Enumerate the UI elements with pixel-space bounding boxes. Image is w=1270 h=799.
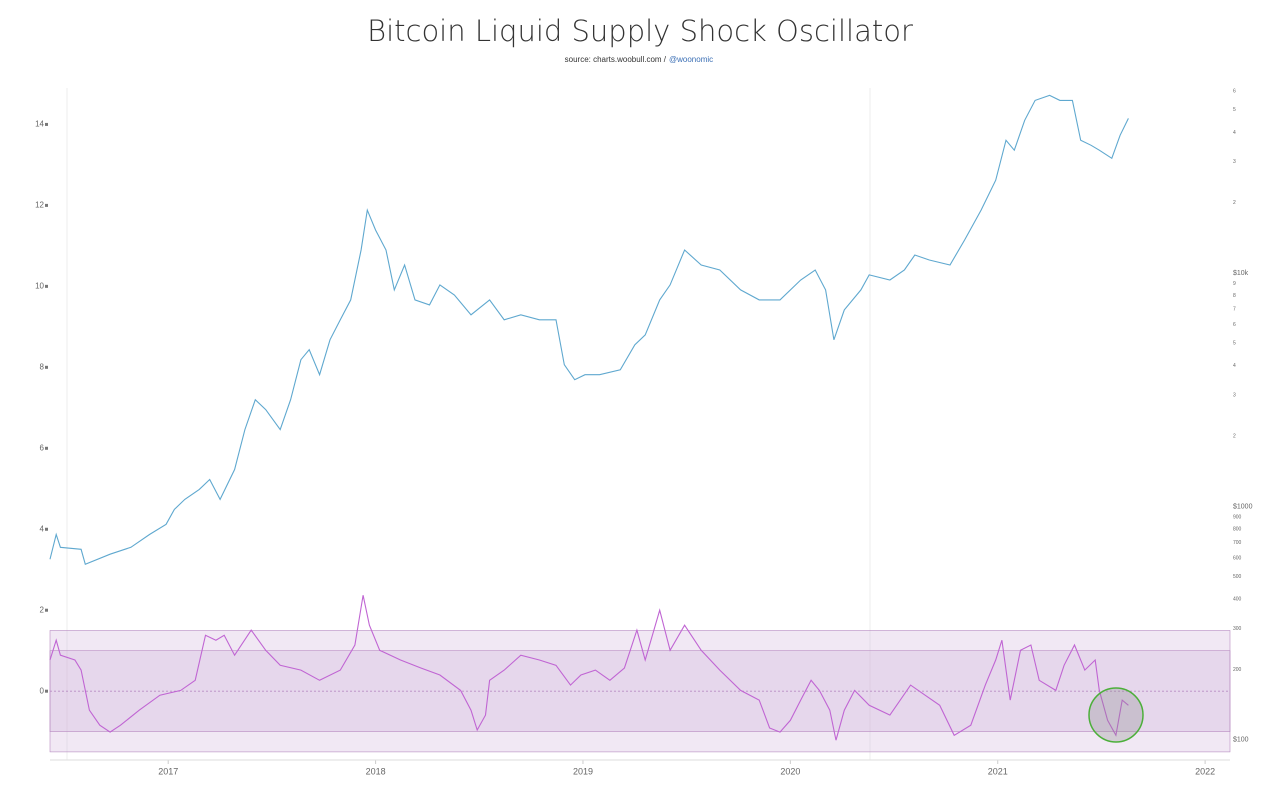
x-tick-label: 2019 [573,766,593,776]
highlight-circle [1088,687,1144,743]
y2-tick-label: 4 [1233,130,1236,136]
y-tick [45,284,48,288]
y-tick-label: 2 [40,605,45,614]
y2-tick-label: 4 [1233,363,1236,369]
x-tick-label: 2022 [1195,766,1215,776]
y2-tick-label: 3 [1233,392,1236,398]
y-tick-label: 10 [35,281,44,290]
series-line [49,595,1129,741]
y2-tick-label: $10k [1233,270,1249,277]
y2-tick-label: 6 [1233,322,1236,328]
x-tick-label: 2021 [988,766,1008,776]
y-tick [45,203,48,207]
y2-tick-label: $1000 [1233,503,1253,510]
series-line [49,94,1129,566]
y2-tick-label: 200 [1233,667,1242,673]
y-tick [45,608,48,612]
y-tick-label: 4 [40,524,45,533]
y-tick [45,689,48,693]
y2-tick-label: $100 [1233,737,1249,744]
y2-tick-label: 600 [1233,556,1242,562]
y-tick [45,446,48,450]
y-tick-label: 6 [40,443,45,452]
y-tick [45,527,48,531]
y2-tick-label: 6 [1233,89,1236,95]
y2-tick-label: 2 [1233,200,1236,206]
x-tick-label: 2018 [366,766,386,776]
y2-tick-label: 2 [1233,433,1236,439]
y2-tick-label: 5 [1233,341,1236,347]
x-tick-label: 2017 [158,766,178,776]
y-tick-label: 14 [35,120,44,129]
y-tick-label: 12 [35,201,44,210]
y2-tick-label: 700 [1233,540,1242,546]
chart-title: Bitcoin Liquid Supply Shock Oscillator [367,14,913,48]
x-tick-label: 2020 [780,766,800,776]
y-tick [45,365,48,369]
y2-tick-label: 3 [1233,159,1236,165]
source: source: charts.woobull.com / [565,55,667,64]
y2-tick-label: 800 [1233,526,1242,532]
y2-tick-label: 400 [1233,597,1242,603]
y2-tick-label: 5 [1233,107,1236,113]
y2-tick-label: 8 [1233,293,1236,299]
y2-tick-label: 500 [1233,574,1242,580]
y-tick-label: 8 [40,362,45,371]
y2-tick-label: 7 [1233,306,1236,312]
y2-tick-label: 300 [1233,626,1242,632]
y2-tick-label: 9 [1233,281,1236,287]
handle[interactable]: @woonomic [669,55,713,64]
y2-tick-label: 900 [1233,514,1242,520]
y-tick-label: 0 [40,686,45,695]
y-tick [45,122,48,126]
